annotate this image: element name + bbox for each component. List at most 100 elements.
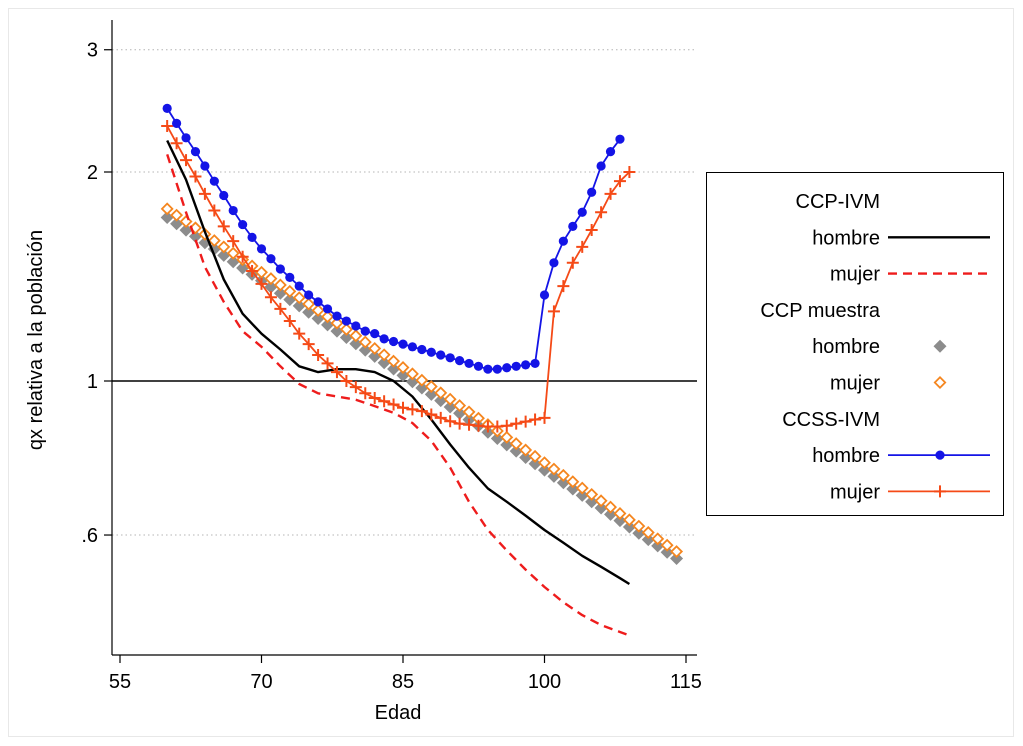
series-line xyxy=(166,125,631,428)
x-tick-label: 115 xyxy=(670,671,702,693)
data-point xyxy=(180,154,193,167)
data-point xyxy=(443,400,457,414)
data-point xyxy=(200,161,210,171)
data-point xyxy=(436,350,446,360)
data-point xyxy=(302,297,316,311)
data-point xyxy=(189,170,202,183)
data-point xyxy=(585,224,598,237)
data-point xyxy=(424,380,438,394)
data-point xyxy=(190,146,201,157)
data-point xyxy=(312,349,325,362)
data-point xyxy=(415,373,429,387)
data-point xyxy=(226,255,240,269)
data-point xyxy=(415,381,429,395)
data-point xyxy=(632,526,646,540)
data-point xyxy=(217,220,230,233)
data-point xyxy=(615,134,625,144)
data-point xyxy=(500,430,514,444)
data-point xyxy=(321,310,335,324)
data-point xyxy=(358,343,372,357)
data-point xyxy=(538,463,551,477)
x-tick-label: 55 xyxy=(109,671,131,693)
data-point xyxy=(387,398,400,411)
data-point xyxy=(605,146,616,157)
data-point xyxy=(293,327,306,340)
data-point xyxy=(453,399,467,413)
data-point xyxy=(322,304,333,314)
data-point xyxy=(294,281,304,291)
data-point xyxy=(500,419,513,432)
data-point xyxy=(510,417,523,430)
data-point xyxy=(396,361,410,374)
data-point xyxy=(275,264,285,274)
legend-entry-label: mujer xyxy=(830,373,880,395)
series-ccss_ivm_hombre xyxy=(162,103,625,374)
outer-frame xyxy=(8,8,1014,737)
data-point xyxy=(566,482,580,496)
data-point xyxy=(426,347,436,357)
data-point xyxy=(492,364,502,374)
data-point xyxy=(502,363,512,373)
data-point xyxy=(236,261,250,275)
data-point xyxy=(398,339,408,349)
data-point xyxy=(557,280,570,293)
data-point xyxy=(264,280,278,294)
data-point xyxy=(387,354,401,368)
data-point xyxy=(170,208,184,222)
data-point xyxy=(547,305,560,318)
data-point xyxy=(566,256,579,269)
data-point xyxy=(264,272,278,286)
y-tick-label: 2 xyxy=(87,162,98,184)
y-tick-label: 3 xyxy=(87,40,98,62)
data-point xyxy=(160,210,174,224)
axes-layer: .6 1 2 3 55 70 85 100 115 xyxy=(81,20,702,693)
data-point xyxy=(575,488,589,502)
data-point xyxy=(368,341,382,355)
data-point xyxy=(622,513,636,527)
data-point xyxy=(397,401,409,414)
data-point xyxy=(651,532,665,546)
y-axis-label: qx relativa a la población xyxy=(25,230,47,450)
data-point xyxy=(604,500,618,514)
data-point xyxy=(670,545,684,559)
data-point xyxy=(339,330,353,344)
data-point xyxy=(462,405,476,419)
data-point xyxy=(483,364,493,374)
data-point xyxy=(660,538,674,552)
data-point xyxy=(172,118,182,128)
data-point xyxy=(519,415,532,428)
data-point xyxy=(445,353,455,363)
data-point xyxy=(406,403,419,416)
series-ccss_ivm_mujer xyxy=(161,119,636,433)
data-point xyxy=(405,367,419,381)
data-point xyxy=(585,487,599,501)
data-point xyxy=(463,418,476,431)
data-point xyxy=(519,450,533,464)
data-point xyxy=(368,392,381,405)
legend-entry-label: mujer xyxy=(830,264,880,286)
data-point xyxy=(207,234,221,248)
data-point xyxy=(160,202,174,216)
data-point xyxy=(351,321,361,331)
data-point xyxy=(238,219,248,230)
data-point xyxy=(538,456,551,470)
data-point xyxy=(283,284,297,298)
data-point xyxy=(292,299,306,313)
data-point xyxy=(407,342,418,352)
data-point xyxy=(396,368,410,382)
data-point xyxy=(273,278,287,292)
data-point xyxy=(285,272,295,282)
series-line xyxy=(166,139,631,586)
y-tick-label: 1 xyxy=(87,371,98,393)
data-point xyxy=(604,187,617,200)
data-point xyxy=(453,406,467,420)
x-tick-label: 100 xyxy=(528,671,561,693)
data-point xyxy=(321,357,334,370)
series-line xyxy=(166,154,630,637)
data-point xyxy=(339,322,353,336)
data-point xyxy=(236,250,249,263)
data-point xyxy=(162,103,172,113)
data-point xyxy=(255,277,268,290)
data-point xyxy=(623,166,636,178)
data-point xyxy=(311,312,325,326)
